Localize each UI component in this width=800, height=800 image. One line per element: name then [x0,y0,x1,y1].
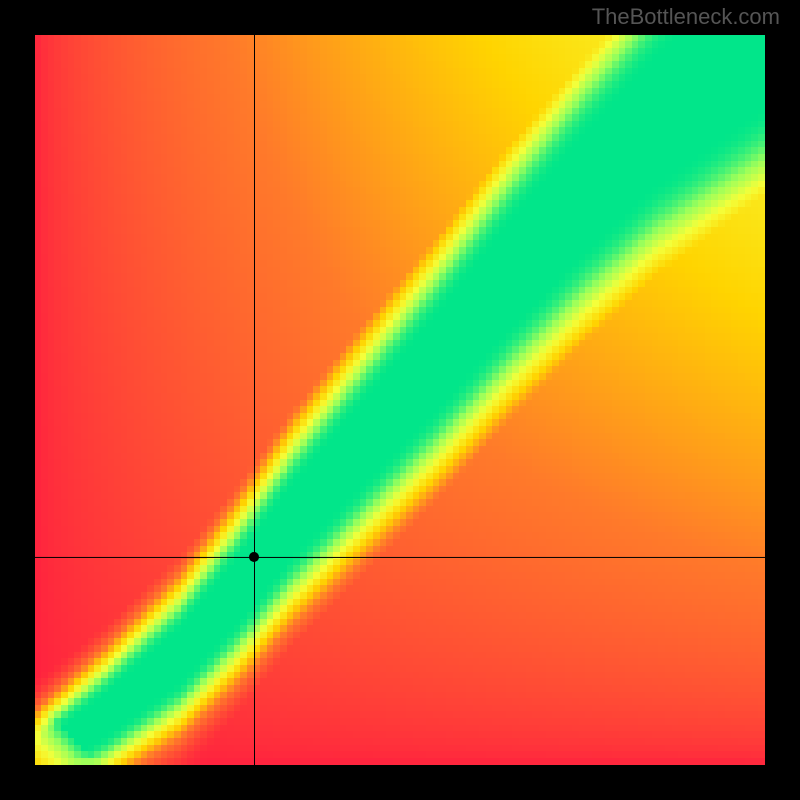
heatmap-canvas [35,35,765,765]
chart-container: TheBottleneck.com [0,0,800,800]
watermark-text: TheBottleneck.com [592,4,780,30]
chart-area [35,35,765,765]
